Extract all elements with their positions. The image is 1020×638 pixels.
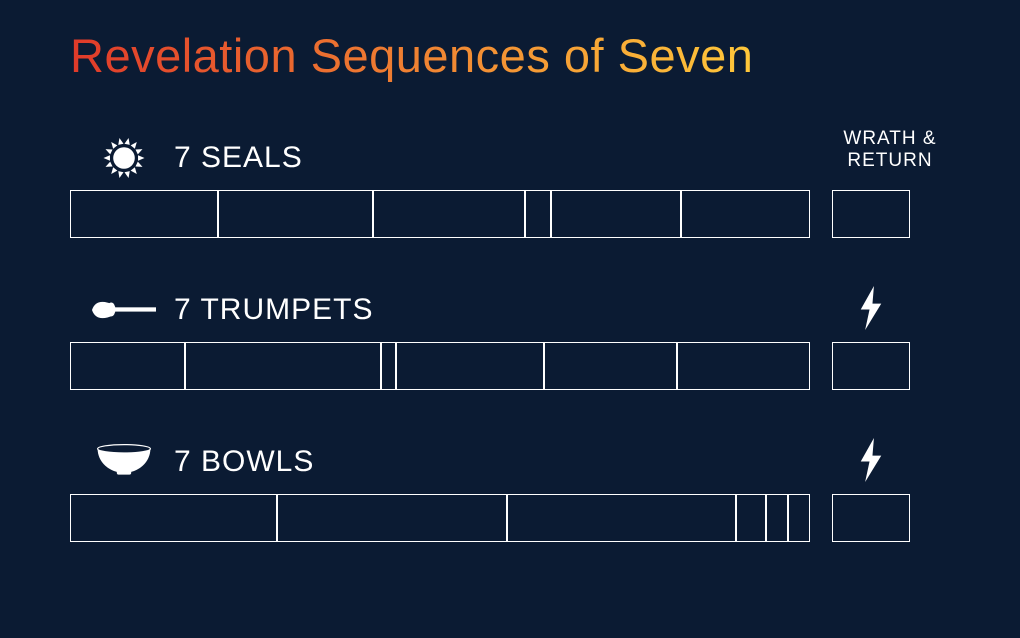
trumpets-label: 7 TRUMPETS (174, 293, 373, 327)
trumpets-segment (396, 342, 544, 390)
trumpet-icon (92, 282, 156, 338)
trumpets-segment (544, 342, 677, 390)
trumpets-segment (185, 342, 381, 390)
bowls-segment (766, 494, 788, 542)
diagram-canvas: Revelation Sequences of Seven WRATH &RETU… (0, 0, 1020, 638)
lightning-bolt-icon (856, 438, 886, 487)
seals-end-box (832, 190, 910, 238)
bowls-bar (70, 494, 810, 542)
seals-bar (70, 190, 810, 238)
sun-icon (92, 130, 156, 186)
trumpets-segment (677, 342, 810, 390)
seals-segment (218, 190, 373, 238)
bowls-segment (70, 494, 277, 542)
seals-segment (681, 190, 811, 238)
trumpets-end-box (832, 342, 910, 390)
page-title: Revelation Sequences of Seven (70, 28, 753, 83)
seals-segment (70, 190, 218, 238)
seals-segment (373, 190, 525, 238)
lightning-bolt-icon (856, 286, 886, 335)
bowls-header: 7 BOWLS (92, 434, 314, 490)
bowls-end-box (832, 494, 910, 542)
trumpets-segment (381, 342, 396, 390)
bowls-label: 7 BOWLS (174, 445, 314, 479)
trumpets-segment (70, 342, 185, 390)
trumpets-header: 7 TRUMPETS (92, 282, 373, 338)
seals-segment (551, 190, 681, 238)
seals-label: 7 SEALS (174, 141, 303, 175)
seals-segment (525, 190, 551, 238)
trumpets-bar (70, 342, 810, 390)
bowls-segment (277, 494, 506, 542)
bowls-segment (736, 494, 766, 542)
bowls-segment (507, 494, 736, 542)
wrath-return-label: WRATH &RETURN (830, 128, 950, 172)
bowl-icon (92, 434, 156, 490)
seals-header: 7 SEALS (92, 130, 303, 186)
bowls-segment (788, 494, 810, 542)
